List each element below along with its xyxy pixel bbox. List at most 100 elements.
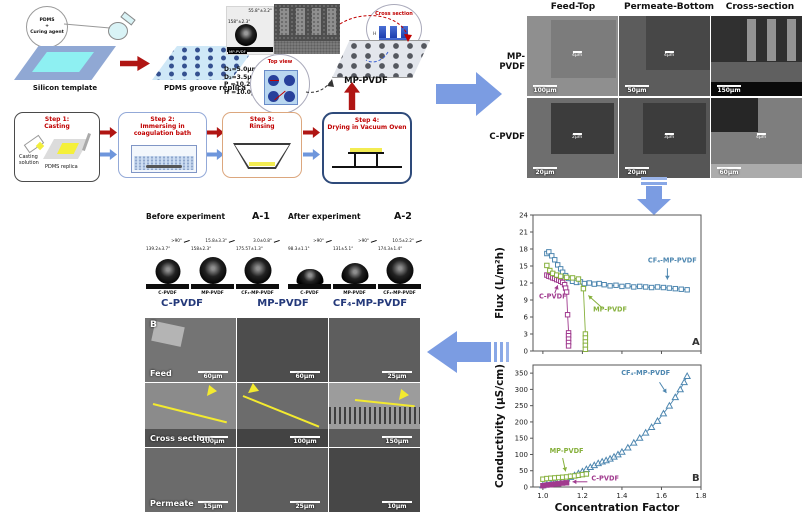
- scale-bar-line: [717, 84, 741, 87]
- svg-text:0: 0: [524, 483, 528, 491]
- water-droplet: [199, 257, 226, 284]
- droplet-unit-mp-pvdf: 15.8±3.3° 158±2.3° MP-PVDF: [191, 235, 235, 302]
- step-arrow-blue-2: [207, 149, 224, 160]
- cross-section-label: Cross section: [375, 11, 413, 17]
- coagulation-bath-graphic: [131, 145, 197, 173]
- sliding-angle-value: 55.8°±3.2°: [248, 8, 272, 13]
- sliding-angle-value: >90°: [171, 235, 190, 243]
- sem-image-feed-0: 60μm: [145, 318, 236, 382]
- sliding-angle-value: 3.0±0.8°: [253, 235, 280, 243]
- micropillar: [296, 8, 305, 35]
- tilt-icon: [414, 235, 422, 243]
- inset-scale: 2μm: [572, 133, 582, 140]
- step4-title: Step 4: Drying in Vacuum Oven: [327, 117, 407, 131]
- annotation-mp-pvdf: MP-PVDF: [550, 447, 584, 455]
- scale-bar-line: [290, 370, 320, 373]
- scale-bar: 25μm: [290, 500, 320, 510]
- panel-tag-b: B: [150, 320, 157, 330]
- sliding-angle-value: >90°: [313, 235, 332, 243]
- membrane-name-c-pvdf: C-PVDF: [161, 298, 203, 309]
- oven-shelf: [332, 166, 402, 168]
- scale-bar-label: 25μm: [387, 373, 407, 380]
- series-c-pvdf: [540, 480, 570, 489]
- top-view-membrane: [264, 70, 298, 105]
- inset-scale-line: [664, 51, 674, 53]
- membrane-in-dish: [249, 162, 275, 166]
- water-droplet: [296, 269, 323, 284]
- big-arrow-left: [427, 331, 509, 373]
- schematic-connectors: [63, 15, 412, 93]
- sem-top-cells: 4μm 100μm 4μm 50μm 150μm 2μm 20μm 3μm 20μm 4μm 60μ…: [488, 0, 803, 182]
- droplet-sample-name: CF₄-MP-PVDF: [383, 291, 416, 296]
- inset-scale: 4μm: [664, 51, 674, 58]
- membrane-layer: [711, 61, 802, 83]
- annotation-c-pvdf: C-PVDF: [539, 292, 567, 300]
- annotation-cf-mp-pvdf: CF₄-MP-PVDF: [648, 257, 697, 265]
- droplet-substrate: [227, 47, 273, 52]
- scale-bar-label: 60μm: [203, 373, 223, 380]
- svg-text:3: 3: [524, 330, 528, 338]
- inset-scale-line: [572, 133, 582, 135]
- svg-text:9: 9: [524, 296, 528, 304]
- contact-angle-value: 131±5.1°: [333, 246, 354, 251]
- sem-image-feed-2: 25μm: [329, 318, 420, 382]
- x-axis-label: Concentration Factor: [555, 502, 681, 514]
- sliding-angle-value: 15.8±3.3°: [205, 235, 235, 243]
- sem-image-cross-section-0: 100μm: [145, 383, 236, 447]
- scale-bar: 100μm: [533, 84, 557, 94]
- sem-image-c-pvdf-1: 3μm 20μm: [619, 98, 710, 178]
- water-droplet: [155, 259, 180, 284]
- pillar-array: [736, 19, 801, 61]
- scale-bar-line: [198, 370, 228, 373]
- water-droplet: [341, 263, 368, 284]
- after-experiment-title: After experiment: [288, 212, 361, 221]
- tilt-icon: [324, 235, 332, 243]
- svg-text:1.8: 1.8: [695, 492, 706, 500]
- dimension-values: D₁=5.0μm D₂=3.5μm P =10.2μm H =10.0μm: [224, 66, 262, 96]
- svg-text:150: 150: [515, 435, 528, 443]
- sem-image-mp-pvdf-1: 4μm 50μm: [619, 16, 710, 96]
- sem-image-permeate-1: 25μm: [237, 448, 328, 512]
- step4-box: Step 4: Drying in Vacuum Oven: [322, 112, 412, 184]
- scale-bar-label: 60μm: [719, 169, 739, 176]
- scale-bar-line: [198, 500, 228, 503]
- svg-text:24: 24: [519, 211, 528, 219]
- svg-text:1.6: 1.6: [656, 492, 668, 500]
- sem-image-mp-pvdf-0: 4μm 100μm: [527, 16, 618, 96]
- step-arrow-red-1: [100, 127, 117, 138]
- pillar-dot-panel: [550, 20, 617, 78]
- sem-image-mp-pvdf-2: 150μm: [711, 16, 802, 96]
- diameter-annotation: [270, 80, 279, 81]
- pillar-tooth: [401, 26, 408, 38]
- sem-image-permeate-2: 10μm: [329, 448, 420, 512]
- interface-highlight-line: [152, 403, 227, 424]
- inset-scale-label: 4μm: [663, 52, 675, 58]
- inset-scale: 3μm: [664, 133, 674, 140]
- scale-bar-label: 100μm: [533, 87, 557, 94]
- scale-bar-label: 150μm: [717, 87, 741, 94]
- tilt-icon: [182, 235, 190, 243]
- svg-text:300: 300: [515, 386, 528, 394]
- step-arrow-red-3: [303, 127, 320, 138]
- sem-row-label-mp-pvdf: MP-PVDF: [499, 52, 525, 72]
- step-arrow-red-2: [207, 127, 224, 138]
- step2-title: Step 2: Immersing in coagulation bath: [133, 116, 192, 137]
- sem-micropillar-photo: [274, 4, 340, 54]
- droplet-sample-name: CF₄-MP-PVDF: [241, 291, 274, 296]
- interface-highlight-line: [242, 395, 320, 428]
- scale-bar-label: 20μm: [627, 169, 647, 176]
- micropillar: [280, 8, 289, 35]
- series-mp-pvdf: [540, 471, 590, 482]
- sem-row-label-permeate: Permeate: [150, 499, 194, 508]
- rinse-dish-graphic: [233, 143, 291, 169]
- step3-title: Step 3: Rinsing: [249, 116, 275, 130]
- step1-title: Step 1: Casting: [44, 116, 70, 130]
- scale-bar: 100μm: [198, 435, 228, 445]
- chart-panel-a: 0 3 6 9 12 15 18 21 24 Flux (L/m²h) CF₄-MP-PVDF C-P…: [494, 211, 702, 355]
- sem-image-c-pvdf-0: 2μm 20μm: [527, 98, 618, 178]
- water-droplet: [235, 24, 257, 46]
- step-arrow-blue-3: [303, 149, 320, 160]
- scale-bar: 150μm: [382, 435, 412, 445]
- svg-text:100: 100: [515, 451, 528, 459]
- micropillar: [327, 8, 336, 35]
